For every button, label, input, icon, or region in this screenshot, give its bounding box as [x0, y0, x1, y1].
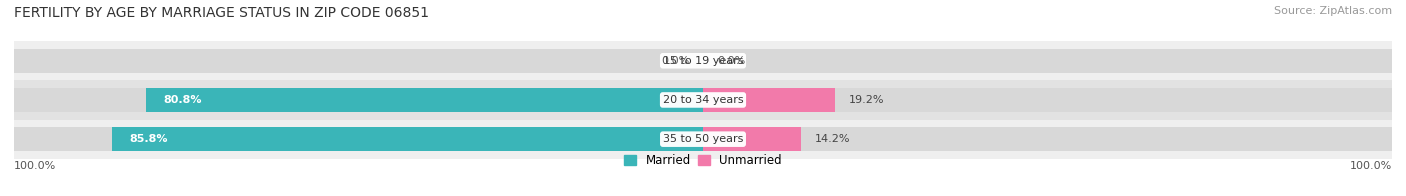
- Text: 100.0%: 100.0%: [1350, 161, 1392, 171]
- Bar: [14, 49, 703, 73]
- Bar: [14, 127, 703, 151]
- Bar: [703, 49, 1392, 73]
- Text: 19.2%: 19.2%: [849, 95, 884, 105]
- Bar: [703, 88, 1392, 112]
- Bar: [146, 88, 703, 112]
- Text: 85.8%: 85.8%: [129, 134, 167, 144]
- Legend: Married, Unmarried: Married, Unmarried: [621, 152, 785, 169]
- Text: 0.0%: 0.0%: [717, 56, 745, 66]
- Bar: [14, 88, 703, 112]
- Text: FERTILITY BY AGE BY MARRIAGE STATUS IN ZIP CODE 06851: FERTILITY BY AGE BY MARRIAGE STATUS IN Z…: [14, 6, 429, 20]
- Text: 35 to 50 years: 35 to 50 years: [662, 134, 744, 144]
- Text: 15 to 19 years: 15 to 19 years: [662, 56, 744, 66]
- Text: 14.2%: 14.2%: [814, 134, 851, 144]
- Bar: [14, 80, 1392, 120]
- Bar: [703, 88, 835, 112]
- Text: 20 to 34 years: 20 to 34 years: [662, 95, 744, 105]
- Bar: [112, 127, 703, 151]
- Text: 100.0%: 100.0%: [14, 161, 56, 171]
- Text: Source: ZipAtlas.com: Source: ZipAtlas.com: [1274, 6, 1392, 16]
- Bar: [14, 120, 1392, 159]
- Text: 80.8%: 80.8%: [163, 95, 202, 105]
- Bar: [14, 41, 1392, 80]
- Bar: [703, 127, 1392, 151]
- Text: 0.0%: 0.0%: [661, 56, 689, 66]
- Bar: [703, 127, 801, 151]
